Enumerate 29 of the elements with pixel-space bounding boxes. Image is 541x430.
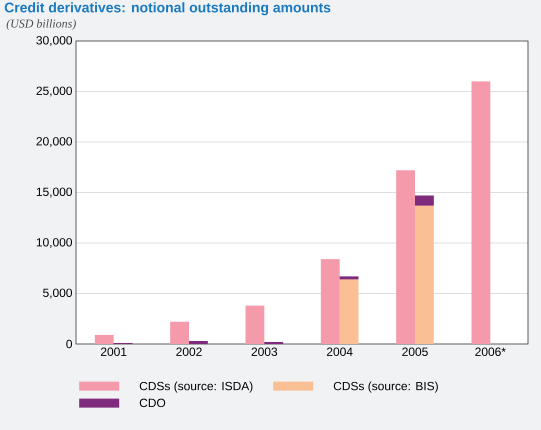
x-tick-label: 2005	[402, 348, 428, 356]
bar	[415, 206, 434, 344]
y-tick-label: 20,000	[36, 137, 72, 147]
x-tick-label: 2006*	[475, 348, 506, 356]
bar	[246, 306, 264, 344]
legend-label: CDSs (source: ISDA)	[140, 382, 252, 393]
y-tick-label: 5,000	[43, 288, 72, 298]
legend-label: CDO	[140, 398, 166, 408]
bar	[472, 81, 490, 344]
x-tick-label: 2004	[326, 348, 353, 356]
bar	[189, 340, 208, 344]
legend-label: CDSs (source: BIS)	[334, 382, 438, 393]
bar	[320, 259, 340, 344]
y-tick-label: 10,000	[36, 238, 72, 248]
y-tick-label: 0	[66, 340, 72, 348]
y-tick-label: 30,000	[36, 36, 72, 46]
bar	[415, 196, 434, 206]
x-tick-label: 2002	[176, 348, 202, 356]
chart-subtitle: (USD billions)	[6, 19, 76, 30]
x-tick-label: 2003	[252, 348, 278, 356]
x-tick-label: 2001	[100, 348, 126, 356]
bar	[340, 279, 358, 344]
bar	[170, 322, 189, 344]
bar	[94, 334, 114, 344]
bar	[340, 276, 358, 280]
bar	[396, 170, 415, 344]
chart-title: Credit derivatives: notional outstanding amounts	[4, 2, 330, 16]
y-tick-label: 15,000	[36, 188, 72, 198]
y-tick-label: 25,000	[36, 86, 72, 96]
